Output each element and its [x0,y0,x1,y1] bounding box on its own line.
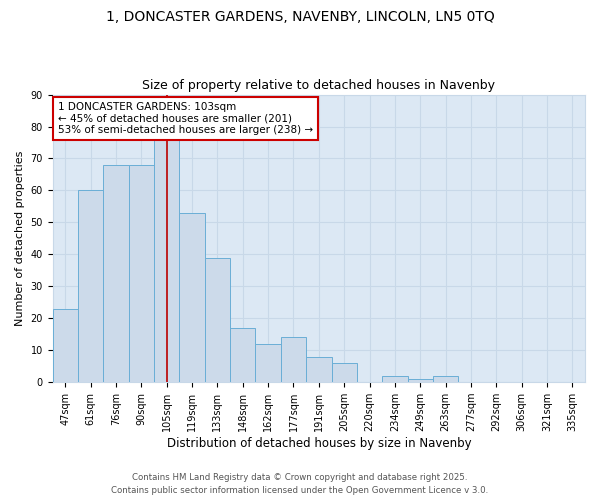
Bar [230,328,256,382]
Title: Size of property relative to detached houses in Navenby: Size of property relative to detached ho… [142,79,496,92]
Bar [53,308,78,382]
Bar [382,376,407,382]
Bar [205,258,230,382]
Bar [103,165,129,382]
Text: Contains HM Land Registry data © Crown copyright and database right 2025.
Contai: Contains HM Land Registry data © Crown c… [112,474,488,495]
Y-axis label: Number of detached properties: Number of detached properties [15,150,25,326]
Bar [281,338,306,382]
Bar [129,165,154,382]
X-axis label: Distribution of detached houses by size in Navenby: Distribution of detached houses by size … [167,437,471,450]
Bar [433,376,458,382]
Bar [256,344,281,382]
Text: 1, DONCASTER GARDENS, NAVENBY, LINCOLN, LN5 0TQ: 1, DONCASTER GARDENS, NAVENBY, LINCOLN, … [106,10,494,24]
Bar [154,140,179,382]
Bar [179,213,205,382]
Bar [332,363,357,382]
Bar [407,379,433,382]
Text: 1 DONCASTER GARDENS: 103sqm
← 45% of detached houses are smaller (201)
53% of se: 1 DONCASTER GARDENS: 103sqm ← 45% of det… [58,102,313,135]
Bar [78,190,103,382]
Bar [306,356,332,382]
